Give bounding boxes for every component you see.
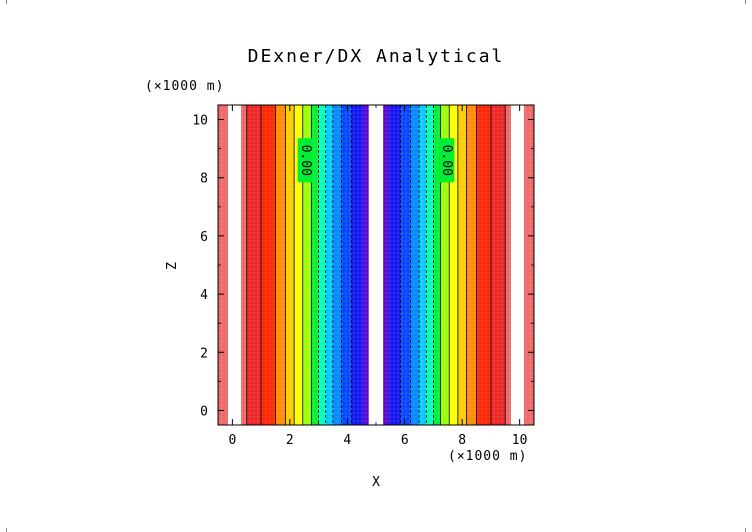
color-band-5 [275, 105, 286, 425]
y-axis-unit: (×1000 m) [145, 79, 224, 94]
y-tick-label-8: 8 [200, 172, 208, 187]
color-band-0 [218, 105, 229, 425]
x-tick-label-8: 8 [458, 433, 466, 448]
color-band-32 [523, 105, 534, 425]
color-band-30 [505, 105, 512, 425]
y-tick-label-0: 0 [200, 404, 208, 419]
color-band-21 [419, 105, 427, 425]
mesh-lines [218, 105, 534, 425]
y-tick-label-6: 6 [200, 230, 208, 245]
crop-mark-top-right [745, 0, 752, 4]
color-band-14 [351, 105, 364, 425]
color-band-13 [341, 105, 352, 425]
color-band-16 [368, 105, 384, 425]
color-band-31 [511, 105, 524, 425]
color-band-18 [388, 105, 401, 425]
color-band-28 [476, 105, 491, 425]
contour-labels: 0.00 0.00 [297, 138, 455, 183]
color-band-11 [325, 105, 333, 425]
color-band-29 [490, 105, 506, 425]
x-tick-label-6: 6 [401, 433, 409, 448]
x-axis-unit: (×1000 m) [448, 449, 527, 464]
color-bands [218, 105, 534, 425]
color-band-26 [457, 105, 467, 425]
color-band-24 [440, 105, 450, 425]
color-band-9 [311, 105, 319, 425]
crop-mark-bottom-right [745, 528, 752, 532]
color-band-23 [433, 105, 441, 425]
color-band-4 [261, 105, 276, 425]
color-band-7 [294, 105, 303, 425]
y-tick-label-2: 2 [200, 346, 208, 361]
contour-label-bg-1 [438, 138, 455, 183]
x-tick-label-2: 2 [286, 433, 294, 448]
color-band-19 [400, 105, 411, 425]
color-band-17 [383, 105, 389, 425]
contour-label-1: 0.00 [439, 145, 454, 176]
color-band-27 [466, 105, 477, 425]
color-band-15 [363, 105, 369, 425]
color-band-22 [426, 105, 434, 425]
contour-label-0: 0.00 [298, 145, 313, 176]
color-band-20 [410, 105, 420, 425]
fine-mesh [218, 105, 534, 425]
axes: 0 2 4 6 8 10 0 2 4 6 8 10 [192, 104, 535, 448]
y-axis-label: Z [165, 262, 180, 270]
color-band-10 [318, 105, 326, 425]
x-tick-label-4: 4 [343, 433, 351, 448]
contour-lines [246, 105, 506, 425]
color-band-25 [449, 105, 458, 425]
x-tick-label-0: 0 [228, 433, 236, 448]
x-axis-label: X [372, 475, 380, 490]
color-band-2 [240, 105, 247, 425]
crop-mark-top-left [0, 0, 7, 4]
contour-label-bg-0 [297, 138, 314, 183]
chart-title: DExner/DX Analytical [248, 46, 505, 67]
y-tick-label-4: 4 [200, 288, 208, 303]
color-band-12 [332, 105, 342, 425]
color-band-3 [246, 105, 262, 425]
color-band-1 [228, 105, 241, 425]
color-band-6 [285, 105, 295, 425]
x-tick-label-10: 10 [512, 433, 528, 448]
color-band-8 [302, 105, 312, 425]
crop-mark-bottom-left [0, 528, 7, 532]
y-tick-label-10: 10 [192, 114, 208, 129]
